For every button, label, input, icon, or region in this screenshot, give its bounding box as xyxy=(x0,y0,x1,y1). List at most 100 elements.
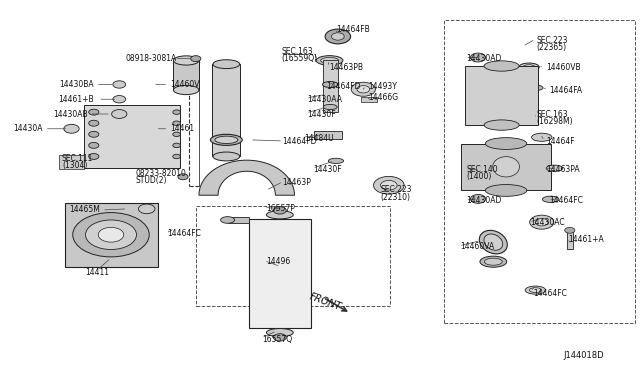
Polygon shape xyxy=(465,66,538,125)
Bar xyxy=(248,219,311,328)
Text: 14430AD: 14430AD xyxy=(467,54,502,63)
Ellipse shape xyxy=(484,234,502,250)
Circle shape xyxy=(273,207,286,214)
Text: 16557Q: 16557Q xyxy=(262,335,292,344)
Circle shape xyxy=(89,120,99,126)
Ellipse shape xyxy=(323,81,338,87)
Text: 14430AA: 14430AA xyxy=(307,95,342,104)
Text: 14430F: 14430F xyxy=(314,165,342,174)
Ellipse shape xyxy=(546,165,563,171)
Text: (16559Q): (16559Q) xyxy=(282,54,318,63)
Ellipse shape xyxy=(528,85,543,90)
Circle shape xyxy=(470,195,486,203)
Text: 16557P: 16557P xyxy=(266,203,294,213)
Polygon shape xyxy=(323,61,338,112)
Circle shape xyxy=(99,227,124,242)
Text: 14460VA: 14460VA xyxy=(460,243,495,251)
Circle shape xyxy=(86,220,136,250)
Text: 14461+A: 14461+A xyxy=(568,235,604,244)
Ellipse shape xyxy=(529,288,541,292)
Text: 14466G: 14466G xyxy=(368,93,398,102)
Polygon shape xyxy=(84,105,180,167)
Text: SEC.163: SEC.163 xyxy=(282,47,314,56)
Text: (1304): (1304) xyxy=(62,161,87,170)
Circle shape xyxy=(89,109,99,115)
Polygon shape xyxy=(566,231,573,249)
Text: 14464FD: 14464FD xyxy=(282,137,316,146)
Ellipse shape xyxy=(211,134,243,145)
Text: 14464FC: 14464FC xyxy=(534,289,567,298)
Polygon shape xyxy=(314,131,342,139)
Circle shape xyxy=(89,154,99,160)
Circle shape xyxy=(64,124,79,133)
Text: 14460VB: 14460VB xyxy=(546,63,581,72)
Text: 14430AC: 14430AC xyxy=(531,218,565,227)
Ellipse shape xyxy=(485,138,527,150)
Text: 14464FA: 14464FA xyxy=(549,86,582,94)
Text: 14411: 14411 xyxy=(85,268,109,277)
Polygon shape xyxy=(65,203,157,267)
Text: 14463PB: 14463PB xyxy=(330,63,364,72)
Text: 08918-3081A: 08918-3081A xyxy=(125,54,177,63)
Text: 14496: 14496 xyxy=(266,257,290,266)
Text: 14484U: 14484U xyxy=(304,134,333,142)
Text: FRONT: FRONT xyxy=(308,292,343,313)
Ellipse shape xyxy=(493,157,520,177)
Bar xyxy=(361,97,378,102)
Text: J144018D: J144018D xyxy=(563,351,604,360)
Text: SEC.111: SEC.111 xyxy=(62,154,93,163)
Text: SEC.223: SEC.223 xyxy=(537,36,568,45)
Ellipse shape xyxy=(266,328,293,337)
Circle shape xyxy=(111,110,127,118)
Circle shape xyxy=(173,121,180,125)
Ellipse shape xyxy=(213,60,240,68)
Text: 14464FB: 14464FB xyxy=(336,25,370,33)
Circle shape xyxy=(332,33,344,40)
Text: 14463P: 14463P xyxy=(282,178,310,187)
Text: (22310): (22310) xyxy=(381,193,410,202)
Circle shape xyxy=(357,86,370,93)
Ellipse shape xyxy=(323,105,337,110)
Text: 14461: 14461 xyxy=(170,124,195,133)
Ellipse shape xyxy=(221,217,235,223)
Circle shape xyxy=(536,218,548,226)
Text: (22365): (22365) xyxy=(537,43,567,52)
Ellipse shape xyxy=(485,185,527,196)
Circle shape xyxy=(325,29,351,44)
Text: 14461+B: 14461+B xyxy=(58,95,94,104)
Circle shape xyxy=(113,81,125,88)
Text: 14430F: 14430F xyxy=(307,109,336,119)
Ellipse shape xyxy=(479,230,508,254)
Text: 14464FD: 14464FD xyxy=(326,82,361,91)
Circle shape xyxy=(178,174,188,180)
Text: 14464FC: 14464FC xyxy=(167,230,201,238)
Ellipse shape xyxy=(484,61,519,71)
Text: SEC.163: SEC.163 xyxy=(537,109,568,119)
Circle shape xyxy=(381,180,397,190)
Bar xyxy=(196,206,390,306)
Circle shape xyxy=(351,82,376,96)
Ellipse shape xyxy=(532,133,552,141)
Ellipse shape xyxy=(519,63,540,71)
Text: 14430AD: 14430AD xyxy=(467,196,502,205)
Text: SEC.223: SEC.223 xyxy=(381,185,412,194)
Bar xyxy=(444,20,636,323)
Text: 14430AB: 14430AB xyxy=(52,109,88,119)
Ellipse shape xyxy=(316,56,343,65)
Text: 14493Y: 14493Y xyxy=(368,82,397,91)
Text: (1400): (1400) xyxy=(467,172,492,181)
Polygon shape xyxy=(199,160,294,195)
Circle shape xyxy=(89,131,99,137)
Text: SEC.140: SEC.140 xyxy=(467,165,498,174)
Ellipse shape xyxy=(173,86,199,94)
Text: STUD(2): STUD(2) xyxy=(135,176,166,185)
Circle shape xyxy=(374,176,404,194)
Circle shape xyxy=(113,96,125,103)
Text: 14464FC: 14464FC xyxy=(549,196,583,205)
Text: 14465M: 14465M xyxy=(69,205,100,215)
Circle shape xyxy=(89,142,99,148)
Circle shape xyxy=(138,204,155,214)
Circle shape xyxy=(470,53,486,62)
Text: 14463PA: 14463PA xyxy=(546,165,580,174)
Polygon shape xyxy=(228,217,248,223)
